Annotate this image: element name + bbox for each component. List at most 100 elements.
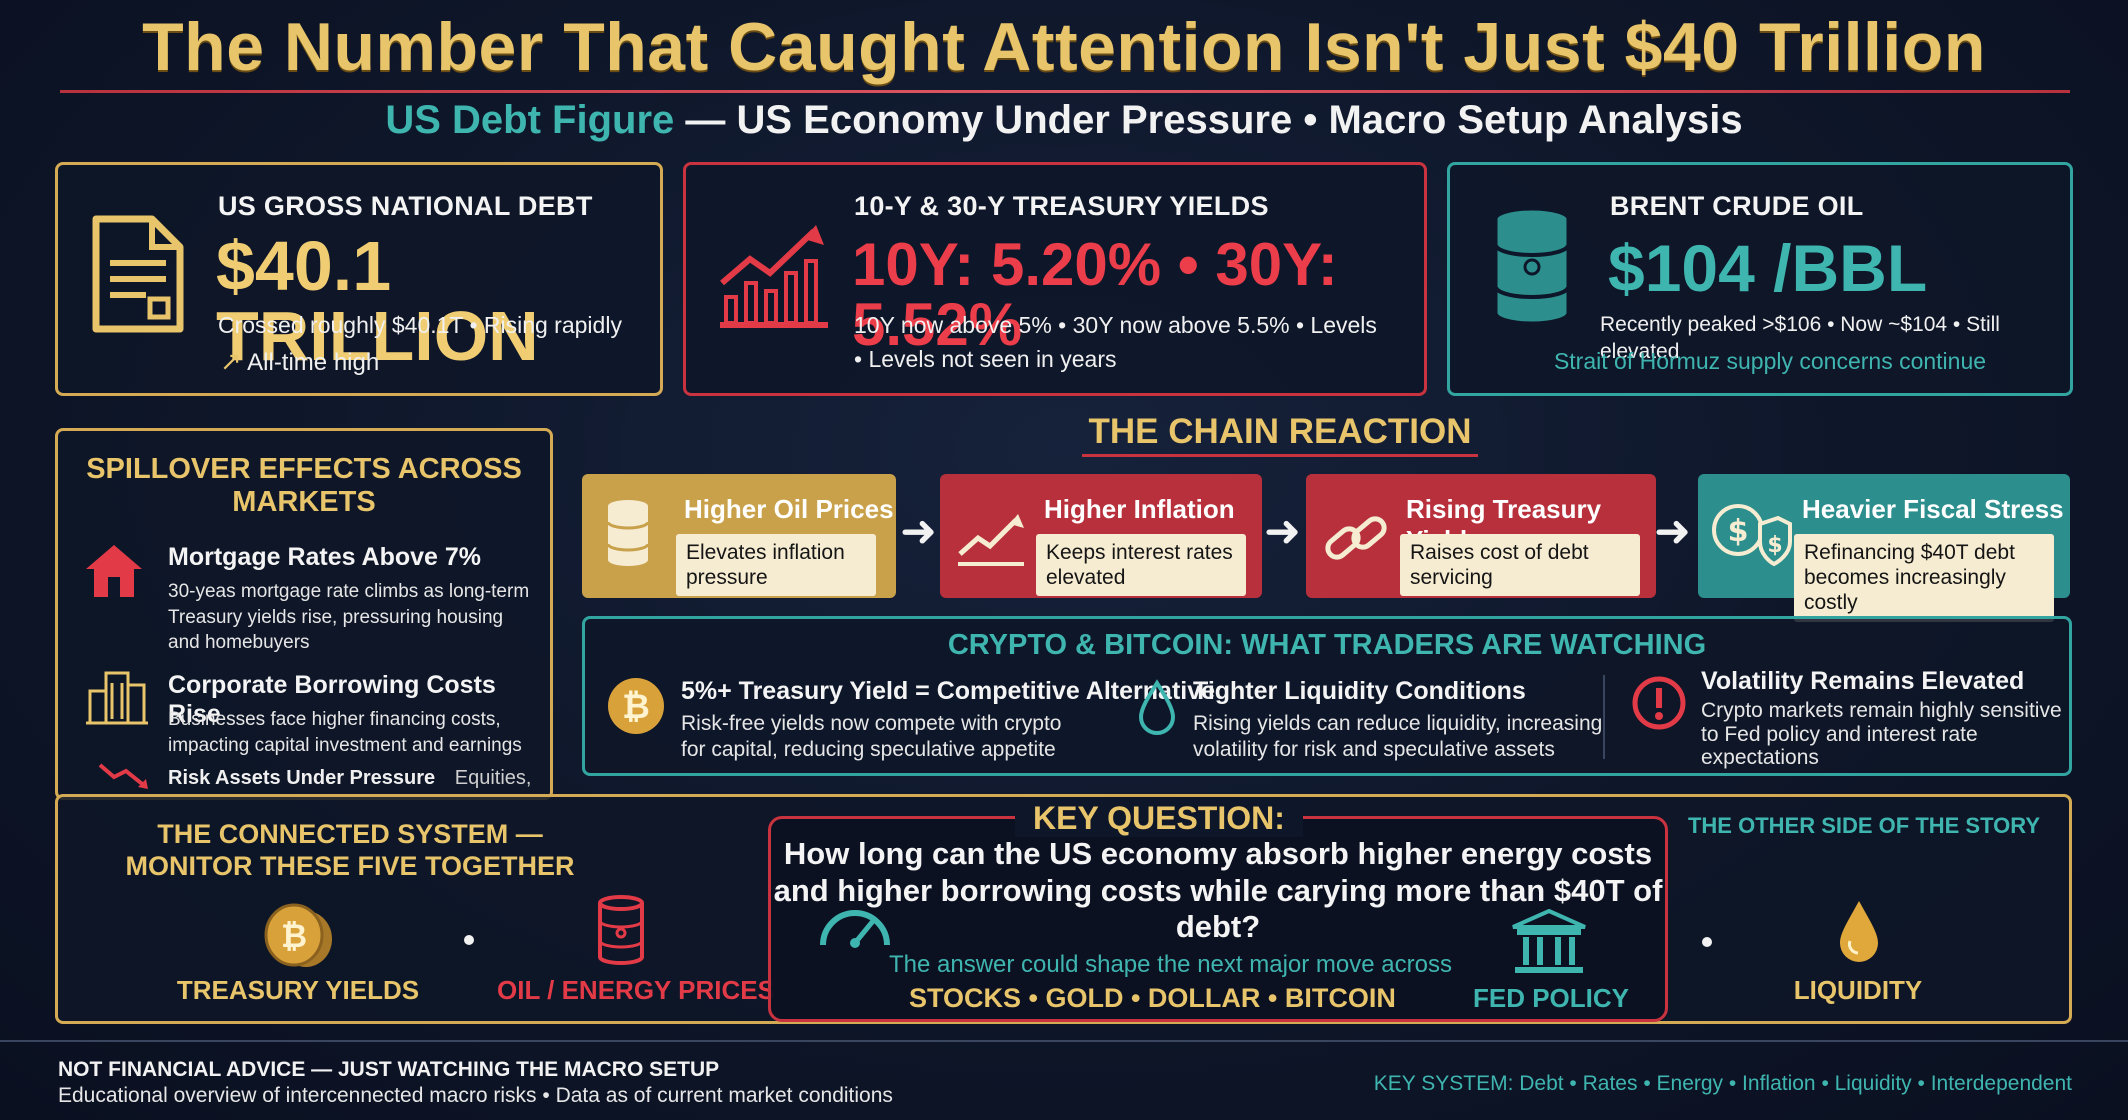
debt-value: $40.1 TRILLION [216, 227, 539, 375]
svg-text:$: $ [1767, 533, 1782, 558]
spillover-mortgage-text: 30-yeas mortgage rate climbs as long-ter… [168, 579, 529, 656]
crypto-divider [1603, 675, 1605, 759]
crypto-volatility-text: Crypto markets remain highly sensitive t… [1701, 699, 2062, 770]
crypto-panel: CRYPTO & BITCOIN: WHAT TRADERS ARE WATCH… [582, 616, 2072, 776]
connected-title: THE CONNECTED SYSTEM — MONITOR THESE FIV… [78, 819, 622, 883]
spillover-risk-row: Risk Assets Under Pressure Equities, [168, 767, 531, 790]
droplet-icon [1138, 679, 1176, 735]
oil-barrel-icon [598, 895, 644, 965]
spillover-risk-extra: Equities, [454, 767, 532, 789]
oil-hormuz: Strait of Hormuz supply concerns continu… [1553, 348, 1987, 374]
spillover-corporate-text-1: Businesses face higher financing costs, [168, 709, 501, 730]
title-divider [60, 90, 2070, 93]
footer-key-system: KEY SYSTEM: Debt • Rates • Energy • Infl… [1373, 1072, 2072, 1095]
chain-step-inflation-body: Keeps interest rates elevated [1036, 534, 1246, 597]
chain-title-underline [1082, 454, 1478, 457]
chain-step-yields-body-2: servicing [1410, 566, 1493, 590]
separator-dot [464, 935, 474, 945]
chain-step-fiscal: $ $ Heavier Fiscal Stress Refinancing $4… [1698, 474, 2070, 622]
crypto-liquidity-heading: Tighter Liquidity Conditions [1193, 677, 1526, 705]
arrow-right-icon: ➜ [900, 507, 937, 556]
spillover-title-line2: MARKETS [232, 486, 376, 519]
chain-step-yields: Rising Treasury Yields Raises cost of de… [1306, 474, 1656, 598]
chain-step-fiscal-body: Refinancing $40T debt becomes increasing… [1794, 534, 2054, 622]
house-icon [86, 545, 142, 597]
subtitle-rest: — US Economy Under Pressure • Macro Setu… [674, 98, 1743, 142]
yields-value: 10Y: 5.20% • 30Y: 5.52% [852, 231, 1338, 358]
key-question-text: How long can the US economy absorb highe… [768, 836, 1668, 946]
spillover-corporate-text: Businesses face higher financing costs, … [168, 707, 522, 758]
bitcoin-coins-icon: ₿ [264, 903, 332, 967]
five-liquidity-label: LIQUIDITY [1793, 975, 1923, 1005]
chain-step-fiscal-body-2: becomes increasingly costly [1804, 566, 2006, 615]
rising-chart-icon [958, 514, 1024, 566]
svg-text:$: $ [1728, 514, 1749, 549]
connected-title-line1: THE CONNECTED SYSTEM — [157, 819, 543, 849]
five-fed-label: FED POLICY [1472, 983, 1629, 1013]
crypto-volatility-text-2: to Fed policy and interest rate [1701, 722, 1978, 746]
arrow-right-icon: ➜ [1654, 507, 1691, 556]
crypto-volatility-text-3: expectations [1701, 746, 1819, 770]
crypto-title: CRYPTO & BITCOIN: WHAT TRADERS ARE WATCH… [947, 629, 1707, 661]
chain-step-inflation-body-1: Keeps interest rates [1046, 541, 1233, 564]
yields-detail-2: • Levels not seen in years [854, 346, 1117, 372]
footer-divider [0, 1040, 2128, 1042]
key-answer: The answer could shape the next major mo… [889, 951, 1452, 978]
arrow-right-icon: ➜ [1264, 507, 1301, 556]
oil-value: $104 /BBL [1608, 231, 1928, 305]
other-side-label: THE OTHER SIDE OF THE STORY [1687, 813, 2041, 838]
falling-chart-icon [98, 763, 148, 789]
chain-step-fiscal-body-1: Refinancing $40T debt [1804, 541, 2015, 564]
debt-card: US GROSS NATIONAL DEBT $40.1 TRILLION Cr… [55, 162, 663, 396]
crypto-liquidity-text-1: Rising yields can reduce liquidity, incr… [1193, 712, 1603, 735]
spillover-title: SPILLOVER EFFECTS ACROSS MARKETS [58, 453, 550, 520]
oil-heading: BRENT CRUDE OIL [1610, 191, 1864, 221]
page-subtitle: US Debt Figure — US Economy Under Pressu… [0, 98, 2128, 143]
yields-card: 10-Y & 30-Y TREASURY YIELDS 10Y: 5.20% •… [683, 162, 1427, 396]
spillover-corporate-heading: Corporate Borrowing Costs Rise [168, 671, 496, 728]
droplet-icon [1840, 901, 1878, 962]
chain-step-oil-body: Elevates inflation pressure [676, 534, 876, 597]
arrow-up-right-icon: ↗ [220, 346, 242, 376]
five-oil-label: OIL / ENERGY PRICES [497, 975, 775, 1005]
key-question-line1: How long can the US economy absorb highe… [783, 836, 1653, 871]
rising-chart-icon [720, 225, 828, 328]
dollar-shield-icon: $ $ [1712, 504, 1792, 567]
spillover-mortgage-heading: Mortgage Rates Above 7% [168, 543, 482, 571]
yields-detail: 10Y now above 5% • 30Y now above 5.5% • … [854, 312, 1377, 338]
debt-alltime-label: All-time high [247, 349, 380, 376]
crypto-yield-text: Risk-free yields now compete with crypto… [681, 711, 1061, 764]
oil-barrel-icon [1494, 207, 1570, 325]
crypto-volatility-heading: Volatility Remains Elevated [1701, 667, 2025, 695]
chain-step-oil: Higher Oil Prices Elevates inflation pre… [582, 474, 896, 598]
five-treasury-label: TREASURY YIELDS [176, 975, 420, 1005]
oil-barrel-icon [606, 500, 650, 566]
crypto-yield-heading: 5%+ Treasury Yield = Competitive Alterna… [681, 677, 1216, 705]
debt-alltime: ↗ All-time high [220, 345, 379, 379]
crypto-yield-text-1: Risk-free yields now compete with crypto [681, 712, 1062, 735]
chain-link-icon [1325, 516, 1387, 560]
chain-step-oil-body-1: Elevates inflation [686, 541, 845, 564]
chain-step-inflation: Higher Inflation Keeps interest rates el… [940, 474, 1262, 598]
crypto-liquidity-text: Rising yields can reduce liquidity, incr… [1193, 711, 1602, 764]
connected-title-line2: MONITOR THESE FIVE TOGETHER [125, 850, 575, 881]
debt-heading: US GROSS NATIONAL DEBT [218, 191, 593, 221]
page-title: The Number That Caught Attention Isn't J… [142, 9, 1986, 85]
oil-card: BRENT CRUDE OIL $104 /BBL Recently peake… [1447, 162, 2073, 396]
separator-dot [1702, 937, 1712, 947]
chain-step-inflation-body-2: elevated [1046, 566, 1126, 590]
oil-detail: Recently peaked >$106 • Now ~$104 • Stil… [1600, 313, 2000, 364]
debt-detail: Crossed roughly $40.1T • Rising rapidly [218, 312, 622, 338]
spillover-title-line1: SPILLOVER EFFECTS ACROSS [86, 453, 522, 485]
spillover-risk-heading: Risk Assets Under Pressure [168, 767, 436, 789]
spillover-panel: SPILLOVER EFFECTS ACROSS MARKETS Mortgag… [55, 428, 553, 800]
chain-step-oil-heading: Higher Oil Prices [684, 494, 894, 524]
svg-text:₿: ₿ [622, 687, 650, 727]
bank-building-icon [1512, 909, 1586, 973]
bitcoin-icon: ₿ [608, 678, 664, 734]
chain-title: THE CHAIN REACTION [1088, 412, 1472, 451]
gauge-icon [820, 910, 890, 948]
svg-text:₿: ₿ [281, 917, 307, 955]
yields-heading: 10-Y & 30-Y TREASURY YIELDS [854, 191, 1269, 221]
chain-step-yields-body-1: Raises cost of debt [1410, 541, 1589, 564]
